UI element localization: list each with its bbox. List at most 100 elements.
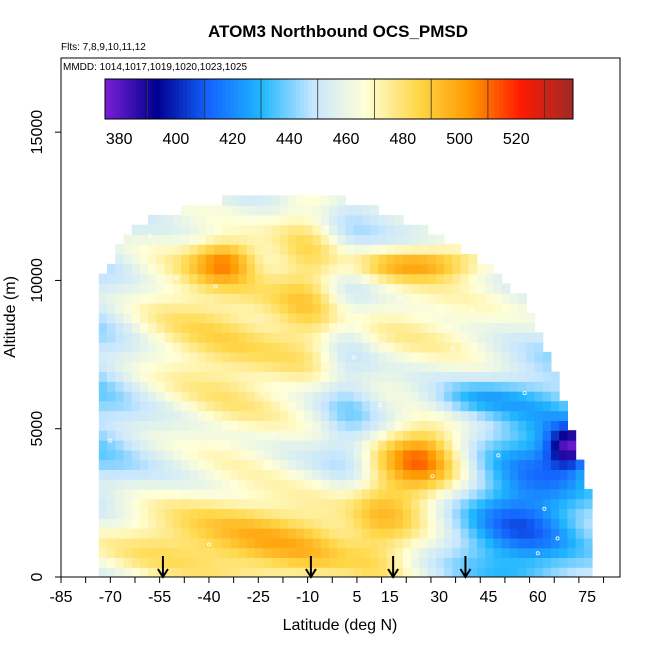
heatmap-cell xyxy=(213,440,223,451)
heatmap-cell xyxy=(238,449,248,461)
heatmap-cell xyxy=(279,283,289,294)
heatmap-cell xyxy=(353,224,363,236)
heatmap-cell xyxy=(444,400,453,412)
heatmap-cell xyxy=(107,312,116,324)
heatmap-cell xyxy=(493,469,503,480)
heatmap-cell xyxy=(164,283,174,294)
heatmap-cell xyxy=(312,254,322,265)
heatmap-cell xyxy=(477,469,486,480)
heatmap-cell xyxy=(263,214,272,226)
heatmap-cell xyxy=(181,508,190,519)
heatmap-cell xyxy=(337,214,346,226)
heatmap-cell xyxy=(452,528,462,539)
heatmap-cell xyxy=(444,332,453,343)
heatmap-cell xyxy=(181,537,190,549)
heatmap-cell xyxy=(107,332,116,343)
heatmap-cell xyxy=(213,342,223,353)
heatmap-cell xyxy=(189,234,198,245)
heatmap-cell xyxy=(287,263,297,275)
heatmap-cell xyxy=(353,449,363,461)
heatmap-cell xyxy=(139,440,149,451)
heatmap-cell xyxy=(419,381,429,392)
heatmap-cell xyxy=(263,449,272,461)
heatmap-cell xyxy=(534,361,544,373)
heatmap-cell xyxy=(567,430,577,441)
colorbar-segment xyxy=(518,79,523,119)
heatmap-cell xyxy=(353,263,363,275)
heatmap-cell xyxy=(337,205,346,216)
heatmap-cell xyxy=(139,469,149,480)
heatmap-cell xyxy=(189,537,198,549)
heatmap-cell xyxy=(509,293,519,304)
heatmap-cell xyxy=(575,498,585,510)
heatmap-cell xyxy=(131,440,141,451)
heatmap-cell xyxy=(509,322,519,333)
colorbar-segment xyxy=(331,79,336,119)
heatmap-cell xyxy=(107,361,116,373)
heatmap-cell xyxy=(329,263,338,275)
heatmap-cell xyxy=(329,303,338,314)
heatmap-cell xyxy=(435,371,445,382)
heatmap-cell xyxy=(156,371,166,382)
heatmap-cell xyxy=(312,361,322,373)
heatmap-cell xyxy=(386,547,396,558)
heatmap-cell xyxy=(378,518,388,529)
colorbar-segment xyxy=(436,79,441,119)
heatmap-cell xyxy=(394,371,404,382)
heatmap-cell xyxy=(419,430,429,441)
heatmap-cell xyxy=(279,293,289,304)
heatmap-cell xyxy=(427,557,437,568)
heatmap-cell xyxy=(435,342,445,353)
heatmap-cell xyxy=(304,488,314,500)
heatmap-cell xyxy=(534,332,544,343)
heatmap-cell xyxy=(312,342,322,353)
heatmap-cell xyxy=(148,273,157,284)
heatmap-cell xyxy=(197,234,207,245)
heatmap-cell xyxy=(222,322,231,333)
heatmap-cell xyxy=(394,567,404,577)
heatmap-cell xyxy=(485,303,494,314)
heatmap-cell xyxy=(271,469,281,480)
heatmap-cell xyxy=(139,488,149,500)
heatmap-cell xyxy=(156,283,166,294)
heatmap-cell xyxy=(271,283,281,294)
heatmap-cell xyxy=(370,322,379,333)
heatmap-cell xyxy=(271,195,281,206)
heatmap-cell xyxy=(164,498,174,510)
heatmap-cell xyxy=(394,332,404,343)
heatmap-cell xyxy=(172,400,182,412)
heatmap-cell xyxy=(526,498,536,510)
heatmap-cell xyxy=(509,479,519,490)
heatmap-cell xyxy=(378,322,388,333)
heatmap-cell xyxy=(98,410,108,421)
heatmap-cell xyxy=(452,479,462,490)
heatmap-cell xyxy=(279,420,289,431)
heatmap-cell xyxy=(205,459,215,470)
heatmap-cell xyxy=(156,381,166,392)
colorbar-tick-label: 460 xyxy=(333,131,360,148)
heatmap-cell xyxy=(312,440,322,451)
heatmap-cell xyxy=(205,469,215,480)
heatmap-cell xyxy=(287,283,297,294)
heatmap-cell xyxy=(238,459,248,470)
heatmap-cell xyxy=(131,273,141,284)
heatmap-cell xyxy=(526,430,536,441)
colorbar-segment xyxy=(339,79,344,119)
heatmap-cell xyxy=(164,528,174,539)
x-tick-label: 15 xyxy=(381,589,399,606)
heatmap-cell xyxy=(501,351,511,363)
heatmap-cell xyxy=(575,469,585,480)
heatmap-cell xyxy=(550,557,560,568)
heatmap-cell xyxy=(230,254,240,265)
heatmap-cell xyxy=(493,361,503,373)
heatmap-cell xyxy=(361,322,371,333)
colorbar-segment xyxy=(186,79,192,119)
heatmap-cell xyxy=(230,537,240,549)
heatmap-cell xyxy=(452,332,462,343)
colorbar-segment xyxy=(108,79,114,119)
heatmap-cell xyxy=(509,567,519,577)
heatmap-cell xyxy=(509,508,519,519)
heatmap-cell xyxy=(337,273,346,284)
heatmap-cell xyxy=(550,567,560,577)
heatmap-cell xyxy=(460,479,470,490)
